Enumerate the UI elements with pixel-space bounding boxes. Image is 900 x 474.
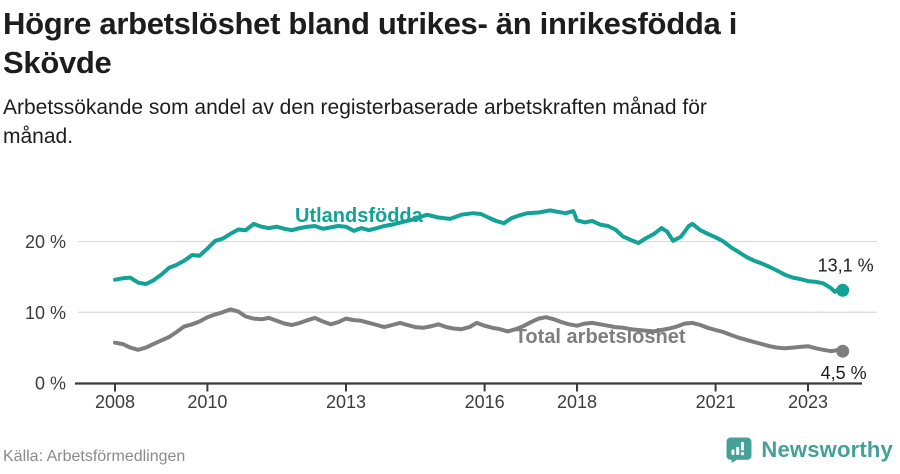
x-axis-tick-label: 2016 (465, 392, 505, 412)
page-title-line-1: Högre arbetslöshet bland utrikes- än inr… (3, 6, 738, 41)
logo-bar-small (731, 449, 735, 455)
y-axis-label: 20 % (25, 232, 66, 252)
x-axis-tick-label: 2023 (788, 392, 828, 412)
page-subtitle: Arbetssökande som andel av den registerb… (3, 93, 843, 151)
x-axis-tick-label: 2021 (696, 392, 736, 412)
source-note: Källa: Arbetsförmedlingen (3, 448, 186, 465)
y-axis-label: 10 % (25, 303, 66, 323)
x-axis-tick-label: 2013 (326, 392, 366, 412)
series-end-value-utlandsfodda: 13,1 % (818, 255, 874, 275)
x-axis-tick-label: 2010 (187, 392, 227, 412)
newsworthy-brand: Newsworthy (726, 437, 893, 463)
logo-bar-medium (736, 446, 740, 455)
series-label-utlandsfodda: Utlandsfödda (295, 205, 424, 227)
series-label-total: Total arbetslöshet (515, 326, 686, 348)
newsworthy-wordmark: Newsworthy (761, 437, 893, 462)
page-title: Högre arbetslöshet bland utrikes- än inr… (3, 4, 883, 82)
logo-exclamation-dot (741, 451, 745, 456)
x-axis-tick-label: 2008 (95, 392, 135, 412)
series-line-total (113, 307, 845, 354)
series-end-dot-total (836, 344, 850, 358)
y-axis-label: 0 % (35, 374, 66, 394)
page-subtitle-line-1: Arbetssökande som andel av den registerb… (3, 96, 707, 119)
page-subtitle-line-2: månad. (3, 125, 74, 148)
x-axis-tick-label: 2018 (557, 392, 597, 412)
page-title-line-2: Skövde (3, 45, 112, 80)
logo-exclamation-bar (741, 441, 745, 451)
series-end-dot-utlandsfodda (836, 283, 850, 297)
series-line-utlandsfodda (113, 208, 845, 294)
series-end-value-total: 4,5 % (821, 363, 867, 383)
newsworthy-logo-icon (726, 437, 752, 463)
